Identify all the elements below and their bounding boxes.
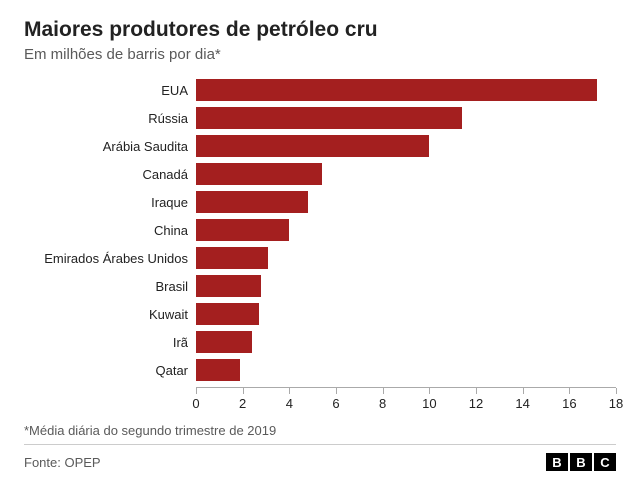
x-tick-label: 10 [422,396,436,411]
bar-track [196,359,616,381]
logo-letter: B [546,453,568,471]
x-tick-label: 14 [515,396,529,411]
bar [196,135,429,157]
bar [196,107,462,129]
x-tick-label: 12 [469,396,483,411]
bar-track [196,191,616,213]
chart-footnote: *Média diária do segundo trimestre de 20… [24,423,616,438]
bar-row: Emirados Árabes Unidos [24,247,616,269]
category-label: Rússia [24,111,196,126]
bar-track [196,163,616,185]
bar-row: Rússia [24,107,616,129]
category-label: China [24,223,196,238]
x-tick-label: 8 [379,396,386,411]
chart-source: Fonte: OPEP [24,455,101,470]
category-label: Arábia Saudita [24,139,196,154]
x-tick [523,388,524,394]
bar-row: Brasil [24,275,616,297]
bar [196,359,240,381]
category-label: Brasil [24,279,196,294]
bar-track [196,331,616,353]
category-label: Qatar [24,363,196,378]
category-label: Canadá [24,167,196,182]
logo-letter: C [594,453,616,471]
category-label: Emirados Árabes Unidos [24,251,196,266]
chart-footer: Fonte: OPEP BBC [24,444,616,471]
x-tick-label: 4 [286,396,293,411]
bar-row: China [24,219,616,241]
axis-spacer [24,387,196,415]
bar [196,247,268,269]
category-label: EUA [24,83,196,98]
bar-track [196,275,616,297]
x-tick-label: 6 [332,396,339,411]
x-tick [569,388,570,394]
chart-subtitle: Em milhões de barris por dia* [24,46,616,63]
x-axis: 024681012141618 [196,387,616,415]
bar [196,191,308,213]
x-axis-wrap: 024681012141618 [24,387,616,415]
bar [196,275,261,297]
x-tick [429,388,430,394]
bar-track [196,79,616,101]
x-tick [336,388,337,394]
bar [196,331,252,353]
x-tick-label: 16 [562,396,576,411]
bar-track [196,219,616,241]
x-tick-label: 0 [192,396,199,411]
chart-area: EUA Rússia Arábia Saudita Canadá Iraque China… [24,79,616,381]
bar [196,303,259,325]
category-label: Kuwait [24,307,196,322]
x-tick-label: 18 [609,396,623,411]
bar-track [196,247,616,269]
bar-row: Arábia Saudita [24,135,616,157]
x-tick [289,388,290,394]
bar-row: Kuwait [24,303,616,325]
bar-row: EUA [24,79,616,101]
bar-row: Iraque [24,191,616,213]
bar-row: Canadá [24,163,616,185]
category-label: Irã [24,335,196,350]
bar [196,163,322,185]
bar [196,79,597,101]
category-label: Iraque [24,195,196,210]
chart-title: Maiores produtores de petróleo cru [24,18,616,42]
x-tick [616,388,617,394]
bar [196,219,289,241]
x-tick-label: 2 [239,396,246,411]
bar-track [196,107,616,129]
bar-row: Irã [24,331,616,353]
bar-track [196,135,616,157]
x-tick [383,388,384,394]
x-tick [476,388,477,394]
bar-track [196,303,616,325]
logo-letter: B [570,453,592,471]
bbc-logo: BBC [546,453,616,471]
x-tick [196,388,197,394]
bar-row: Qatar [24,359,616,381]
x-tick [243,388,244,394]
